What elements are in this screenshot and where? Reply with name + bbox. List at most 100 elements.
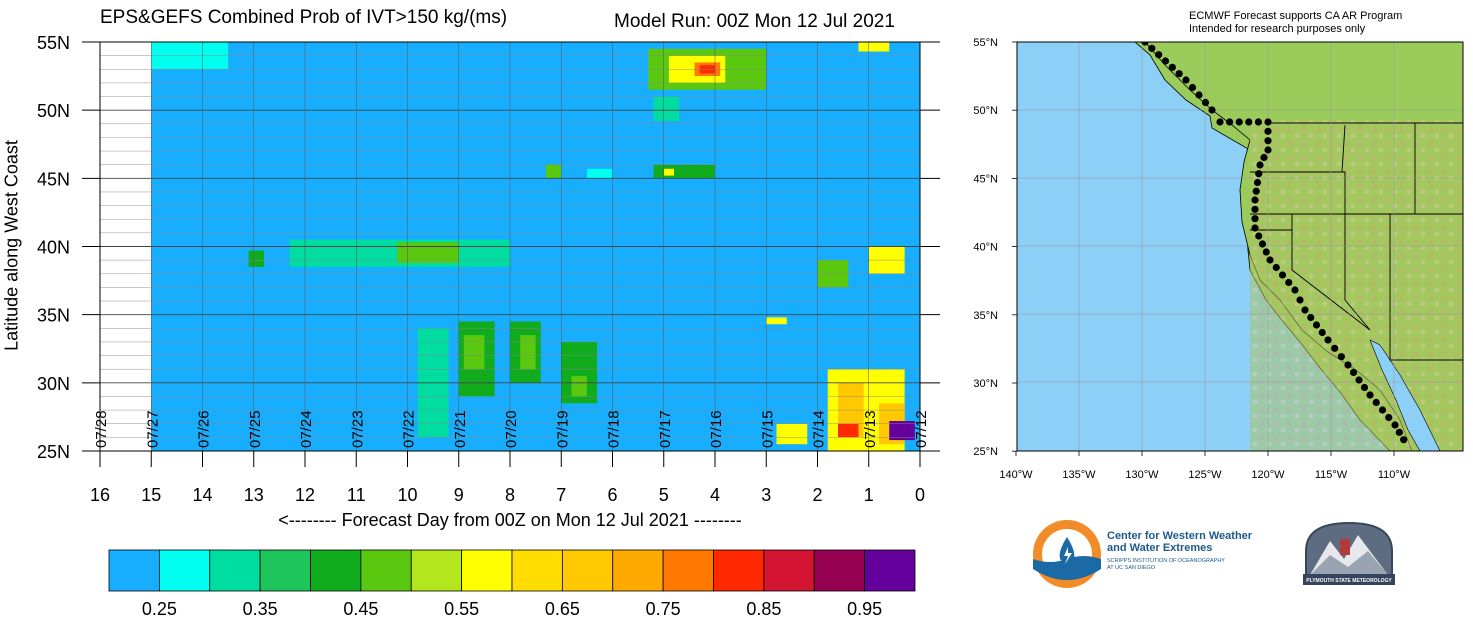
colorbar-swatch (713, 549, 765, 592)
coast-point (1182, 76, 1190, 84)
probability-cell (766, 317, 787, 325)
date-label: 07/21 (452, 410, 469, 448)
map-lon-label: 140°W (999, 469, 1033, 481)
colorbar-swatch (612, 549, 664, 592)
map-lat-label: 55°N (973, 37, 998, 49)
probability-cell (776, 423, 808, 445)
coast-point (1256, 161, 1264, 169)
coast-point (1195, 91, 1203, 99)
x-tick-label: 7 (556, 485, 566, 505)
probability-cell (838, 423, 859, 438)
map-lat-label: 45°N (973, 173, 998, 185)
coast-point (1188, 83, 1197, 92)
coast-point (1251, 205, 1259, 213)
coast-point (1216, 118, 1224, 126)
probability-cell (571, 376, 587, 397)
colorbar-label: 0.25 (142, 599, 177, 619)
map-lat-label: 35°N (973, 310, 998, 322)
map-lon-label: 125°W (1188, 469, 1222, 481)
chart-title: EPS&GEFS Combined Prob of IVT>150 kg/(ms… (100, 7, 508, 28)
colorbar-swatch (662, 549, 714, 592)
coast-point (1155, 51, 1163, 59)
coast-point (1201, 98, 1210, 107)
date-label: 07/20 (503, 410, 520, 448)
map-lat-label: 50°N (973, 105, 998, 117)
map-lon-label: 120°W (1251, 469, 1285, 481)
note-line-2: Intended for research purposes only (1189, 23, 1366, 35)
coast-point (1226, 118, 1234, 126)
coast-point (1255, 232, 1263, 240)
ecmwf-note: ECMWF Forecast supports CA AR Program In… (1189, 10, 1402, 36)
coast-point (1355, 376, 1363, 384)
coast-point (1285, 278, 1293, 287)
x-tick-label: 5 (659, 485, 669, 505)
colorbar-swatch (461, 549, 513, 592)
x-tick-label: 2 (812, 485, 822, 505)
colorbar-swatch (561, 549, 614, 592)
coast-point (1278, 271, 1287, 279)
date-label: 07/22 (401, 410, 418, 448)
model-run-label: Model Run: 00Z Mon 12 Jul 2021 (614, 11, 895, 32)
coast-point (1385, 413, 1393, 422)
coast-point (1360, 383, 1369, 392)
date-label: 07/14 (811, 410, 828, 448)
date-label: 07/19 (554, 410, 571, 448)
colorbar-swatch (410, 549, 463, 592)
map-lon-label: 110°W (1378, 469, 1411, 481)
x-tick-label: 12 (295, 485, 315, 505)
cw3e-sub-1: SCRIPPS INSTITUTION OF OCEANOGRAPHY (1107, 558, 1225, 564)
date-label: 07/12 (913, 410, 930, 448)
probability-cell (663, 168, 674, 176)
colorbar-swatch (310, 549, 362, 592)
coast-point (1312, 321, 1321, 329)
date-label: 07/17 (657, 410, 674, 448)
colorbar-label: 0.95 (847, 599, 882, 619)
map-lon-label: 135°W (1062, 469, 1096, 481)
colorbar-label: 0.35 (243, 599, 278, 619)
coast-point (1251, 215, 1259, 223)
x-tick-label: 16 (90, 485, 110, 505)
coast-point (1264, 127, 1272, 135)
date-label: 07/16 (708, 410, 725, 448)
x-tick-label: 1 (864, 485, 874, 505)
west-coast-map: 55°N 50°N 45°N 40°N 35°N 30°N 25°N 140°W 135°W 1… (973, 37, 1464, 481)
coast-point (1254, 118, 1262, 126)
coast-point (1253, 178, 1262, 187)
x-tick-label: 15 (141, 485, 161, 505)
y-tick-label: 45N (37, 169, 70, 189)
cw3e-line-2: and Water Extremes (1107, 542, 1213, 554)
x-tick-label: 6 (607, 485, 617, 505)
coast-point (1296, 296, 1304, 304)
x-tick-label: 4 (710, 485, 720, 505)
coast-point (1264, 118, 1272, 126)
coast-point (1235, 118, 1243, 126)
cw3e-name: Center for Western Weather and Water Ext… (1107, 530, 1252, 554)
coast-point (1251, 196, 1259, 204)
x-tick-label: 11 (347, 485, 366, 505)
colorbar-swatch (360, 549, 412, 592)
coast-point (1291, 286, 1299, 294)
x-tick-label: 3 (761, 485, 771, 505)
date-label: 07/28 (93, 410, 110, 448)
coast-point (1395, 428, 1403, 436)
coast-point (1161, 57, 1170, 65)
coast-point (1264, 146, 1272, 154)
y-tick-label: 40N (37, 238, 70, 258)
cw3e-subtitle: SCRIPPS INSTITUTION OF OCEANOGRAPHY AT U… (1107, 558, 1225, 572)
coast-point (1391, 421, 1399, 429)
coast-point (1208, 106, 1216, 114)
date-label: 07/25 (247, 410, 264, 448)
coast-point (1349, 368, 1358, 377)
map-lon-label: 130°W (1125, 469, 1159, 481)
note-line-1: ECMWF Forecast supports CA AR Program (1189, 10, 1403, 22)
colorbar-swatch (511, 549, 563, 592)
coast-point (1337, 353, 1345, 361)
coast-point (1264, 137, 1272, 145)
probability-cell (586, 168, 613, 179)
probability-cell (407, 246, 434, 261)
colorbar-swatch (259, 549, 311, 592)
colorbar-label: 0.75 (646, 599, 681, 619)
coast-point (1331, 344, 1339, 352)
coast-point (1366, 391, 1374, 399)
cw3e-sub-2: AT UC SAN DIEGO (1107, 565, 1156, 571)
